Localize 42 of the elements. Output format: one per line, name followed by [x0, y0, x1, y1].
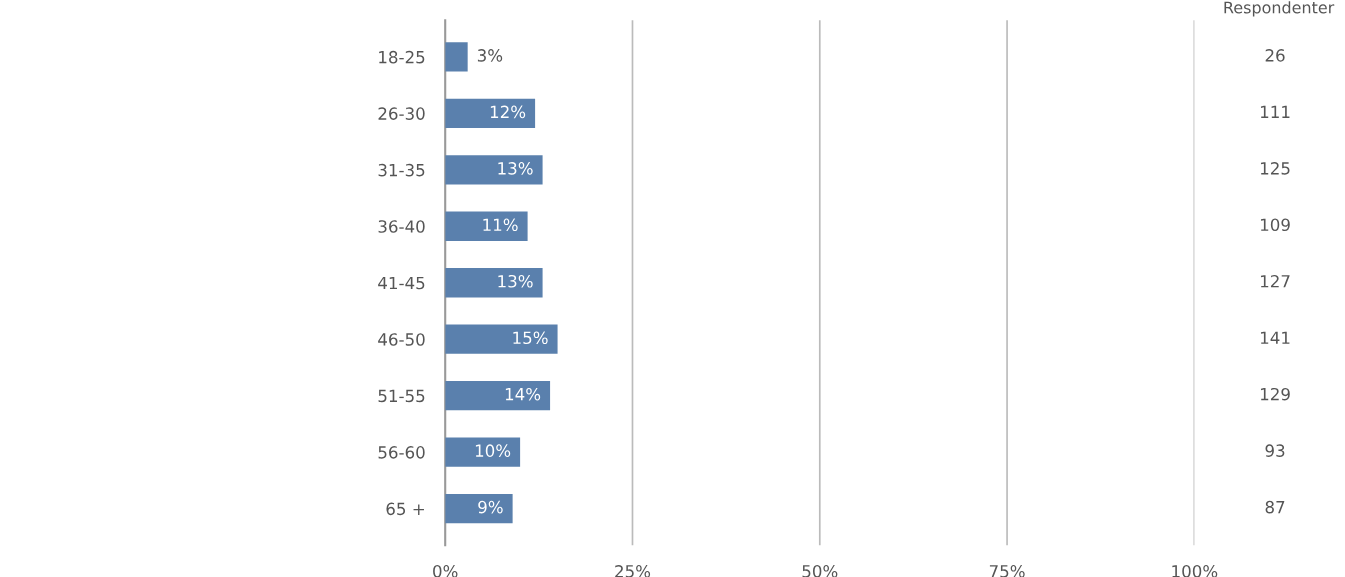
data-label: 12% — [490, 105, 526, 119]
y-tick-label: 56-60 — [378, 446, 425, 459]
data-label: 9% — [478, 500, 503, 514]
text: 26 — [1265, 49, 1285, 62]
data-label: 14% — [505, 387, 541, 401]
y-tick-label: 65 + — [386, 502, 424, 516]
text: Respondenter — [1224, 1, 1335, 17]
data-label: 10% — [475, 444, 511, 457]
data-label: 3% — [477, 49, 503, 62]
x-tick-label: 50% — [802, 565, 838, 577]
y-tick-label: 18-25 — [379, 50, 425, 64]
text: 127 — [1260, 274, 1290, 288]
data-label: 13% — [498, 162, 533, 175]
text: 125 — [1260, 162, 1290, 175]
data-label: 15% — [513, 331, 548, 345]
bar — [445, 211, 528, 241]
y-tick-label: 26-30 — [378, 107, 425, 120]
data-label: 11% — [483, 218, 518, 232]
text: 87 — [1265, 500, 1285, 514]
y-tick-label: 46-50 — [378, 333, 425, 346]
y-tick-label: 51-55 — [378, 389, 425, 403]
text: 111 — [1260, 105, 1290, 118]
x-tick-label: 0% — [433, 565, 458, 577]
x-tick-label: 75% — [989, 565, 1025, 577]
bar — [445, 268, 543, 298]
x-tick-label: 100% — [1172, 565, 1218, 577]
y-tick-label: 36-40 — [378, 220, 425, 233]
text: 93 — [1265, 444, 1285, 457]
bar — [445, 493, 513, 524]
y-tick-label: 41-45 — [378, 276, 425, 290]
bar — [445, 155, 543, 185]
bar — [445, 98, 536, 129]
text: 109 — [1260, 218, 1290, 232]
bar — [445, 42, 468, 72]
data-label: 13% — [498, 274, 533, 288]
y-tick-label: 31-35 — [378, 163, 425, 177]
text: 129 — [1260, 387, 1290, 401]
text: 141 — [1260, 331, 1290, 344]
x-tick-label: 25% — [615, 565, 651, 577]
bar — [445, 380, 551, 411]
bar — [445, 437, 521, 467]
bar — [445, 324, 558, 354]
